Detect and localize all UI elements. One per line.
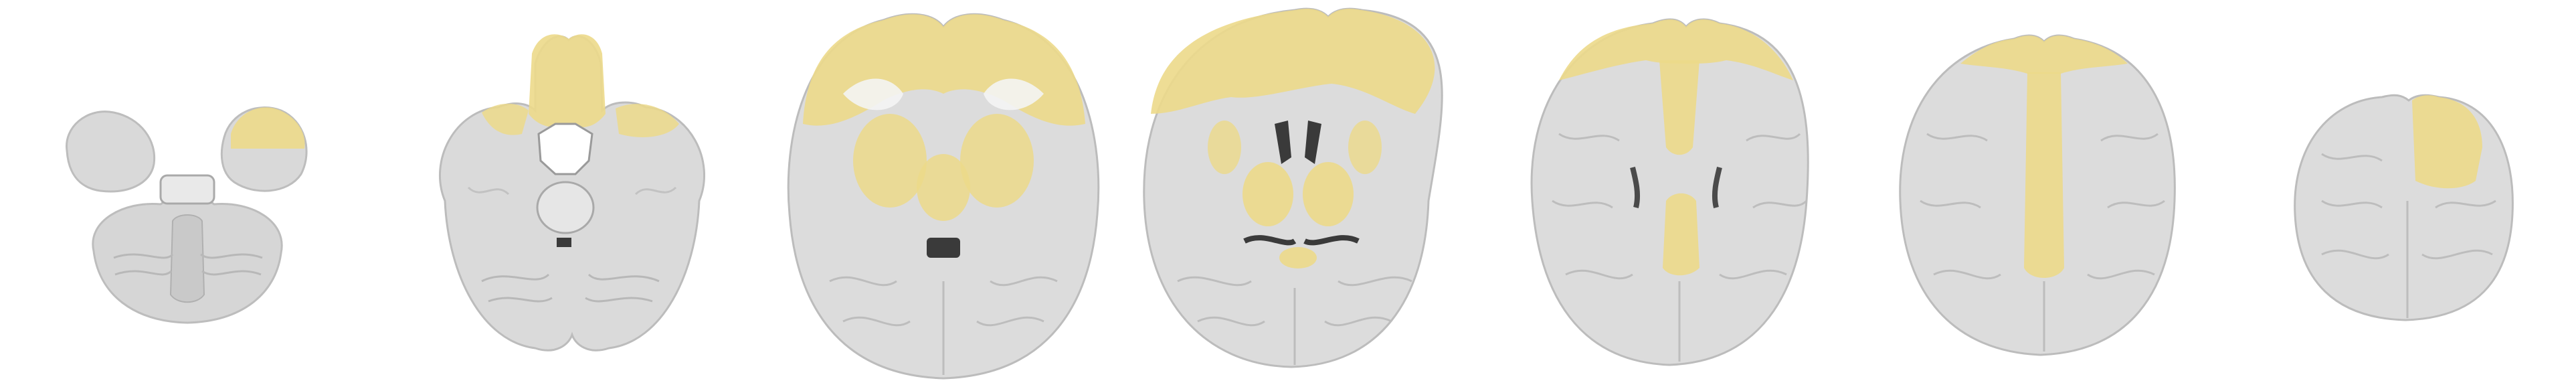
slice-2-overlay-temporal-right [616,104,679,137]
slice-4-overlay-frontal [1151,9,1435,114]
slice-4 [1143,7,1443,368]
slice-4-overlay-left-thalamus [1243,162,1293,226]
slice-3-overlay-left-striatum [853,114,927,208]
slice-7-overlay [2412,95,2482,189]
slice-6-overlay-midline [2024,72,2064,278]
slice-5-overlay-midline-posterior [1663,193,1699,276]
slice-2-overlay-orbital [529,34,606,127]
slice-4-overlay-posterior [1279,247,1317,268]
slice-1-vermis [169,214,205,303]
slice-2-overlay-temporal-left [482,103,529,135]
slice-7 [2294,94,2514,321]
slice-1-brainstem [159,174,215,205]
slice-3 [787,13,1100,380]
slice-5-overlay-frontal [1559,19,1793,80]
slice-5-overlay-midline-anterior [1659,60,1699,155]
slice-6-overlay-frontal [1960,35,2128,74]
slice-7-brain [2294,94,2514,321]
slice-4-overlay-striatum-left [1208,121,1241,174]
slice-2 [438,34,706,352]
slice-4-ventricles [1275,121,1321,164]
slice-1-left-temporal [66,110,156,193]
slice-6 [1899,34,2176,356]
slice-2-midbrain [536,181,595,234]
slice-4-overlay-right-thalamus [1303,162,1354,226]
slice-4-overlay-striatum-right [1348,121,1382,174]
slice-3-overlay-right-striatum [960,114,1034,208]
slice-1-overlay [231,107,305,149]
slice-5 [1530,18,1809,366]
slice-3-aqueduct [927,238,960,258]
slice-2-cistern [537,123,593,175]
slice-1 [66,106,308,324]
slice-3-overlay-hypothal [917,154,970,221]
